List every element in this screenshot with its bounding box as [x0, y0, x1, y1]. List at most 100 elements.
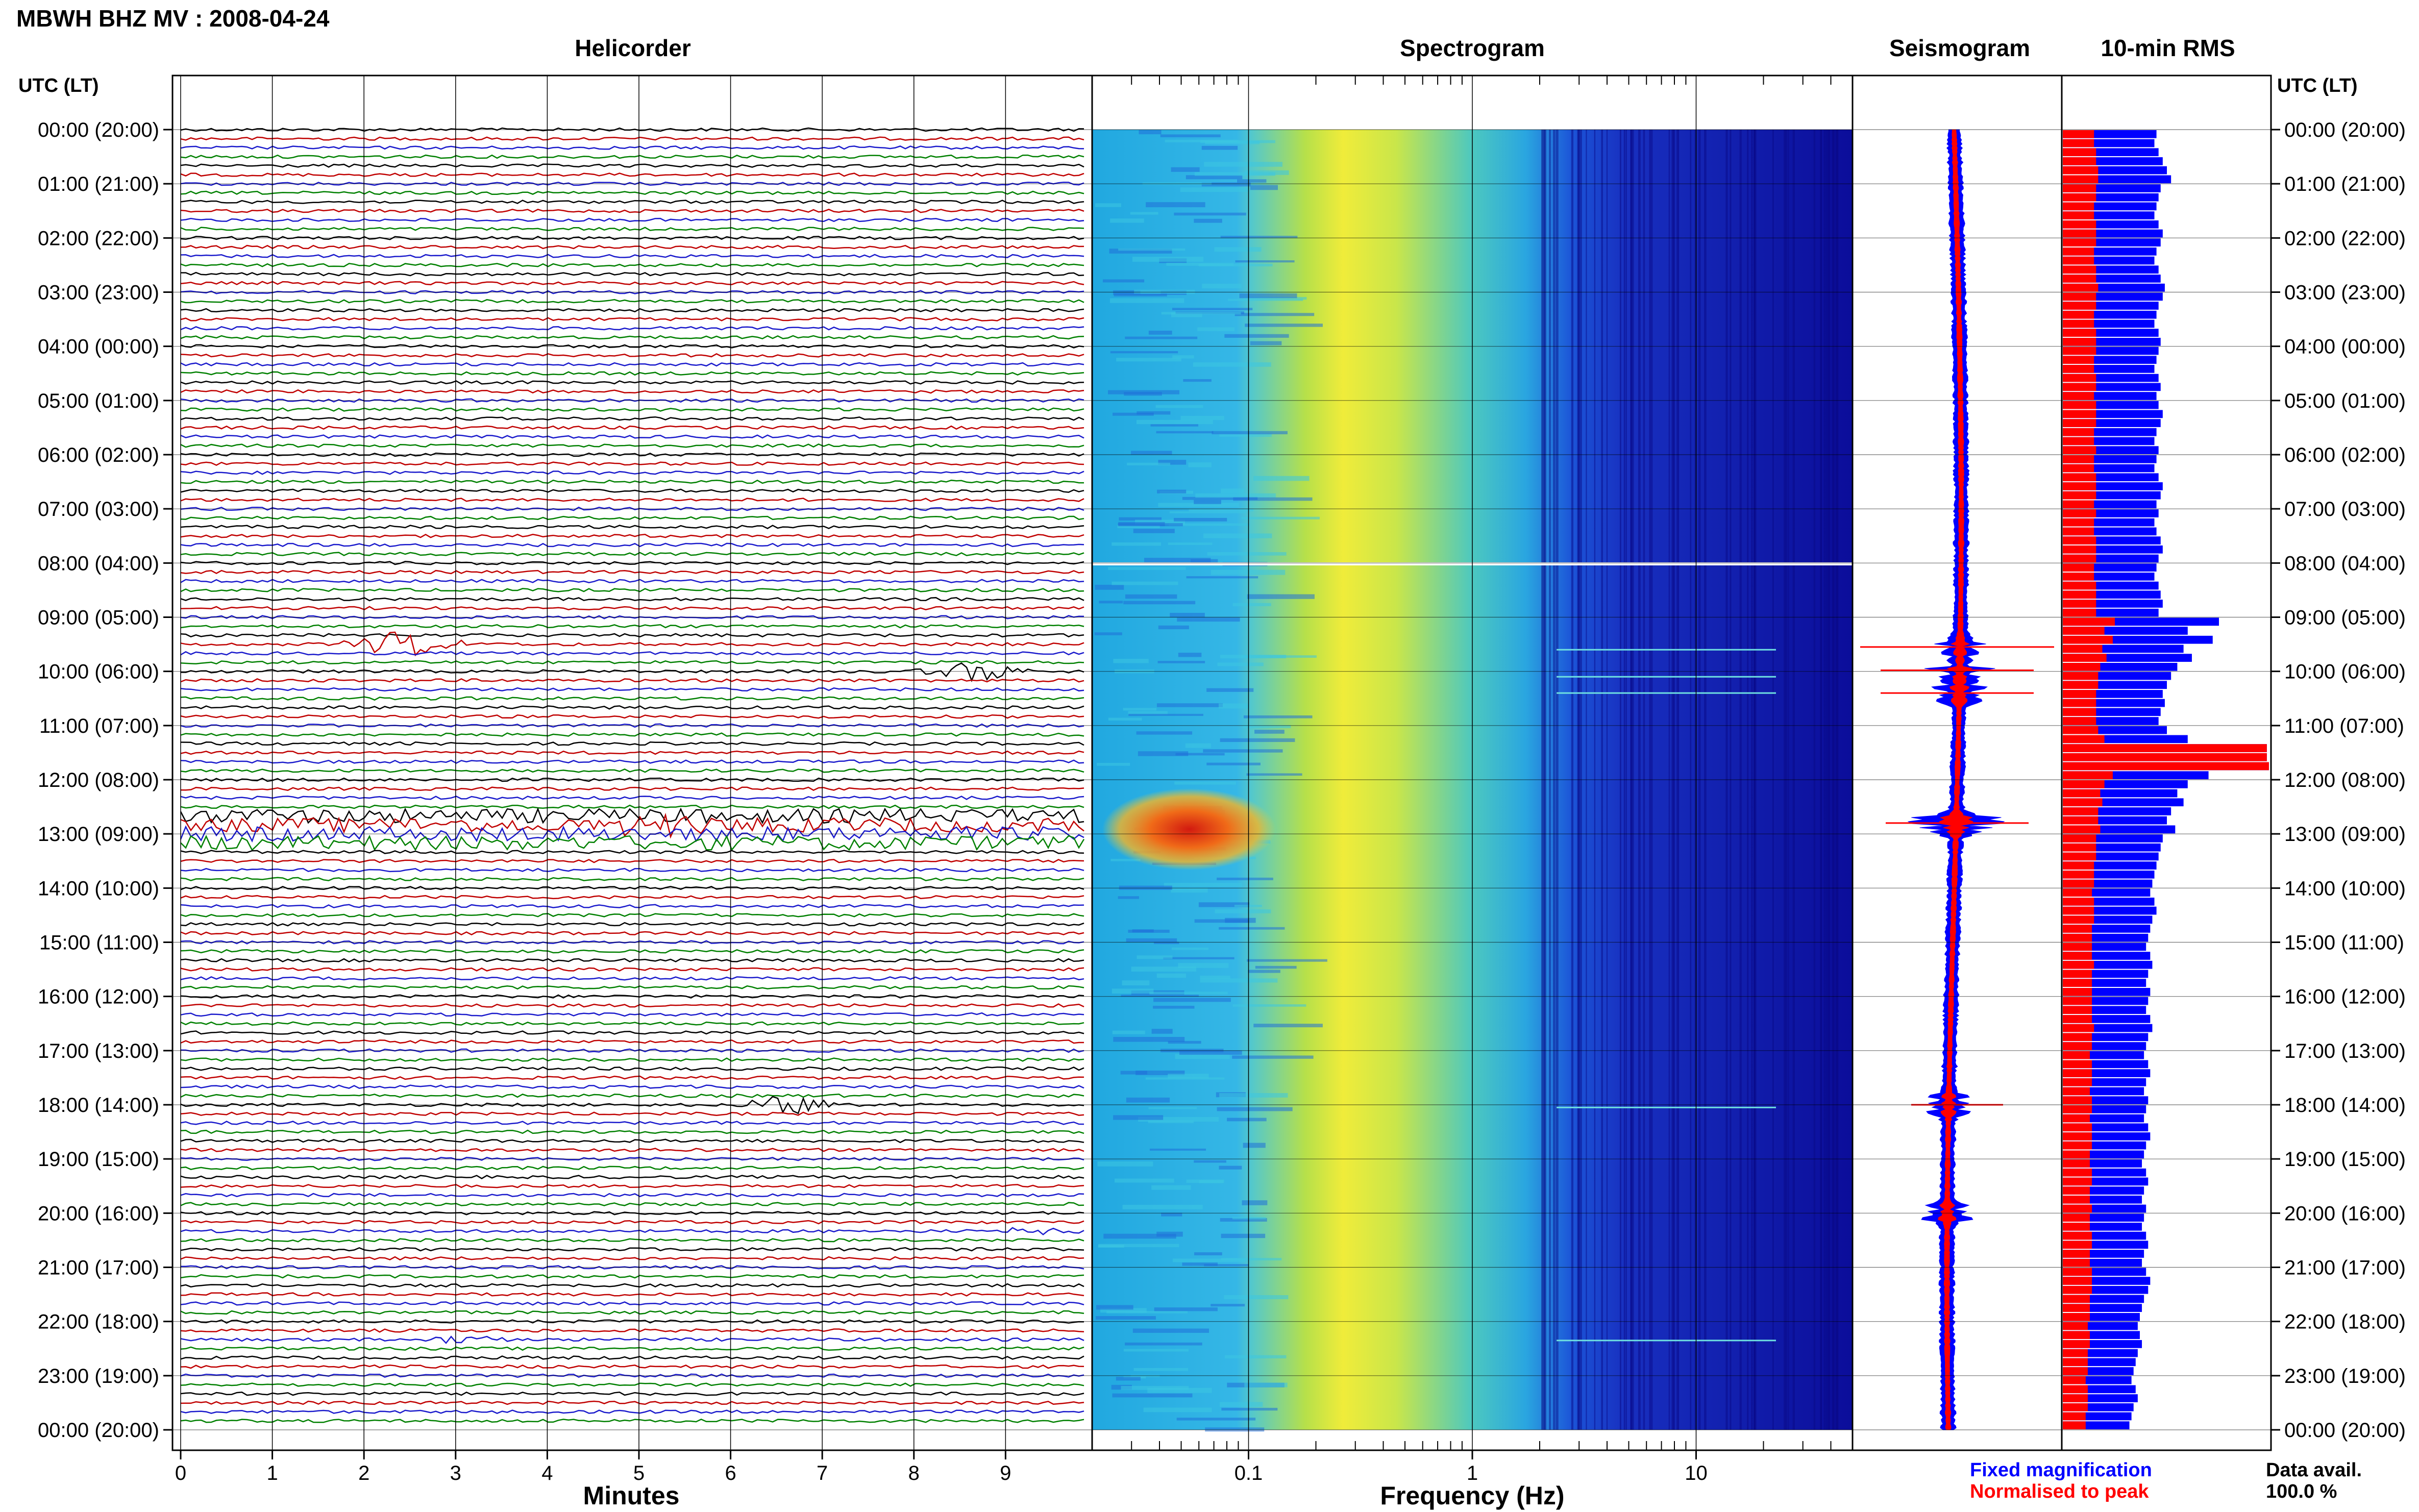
helicorder-trace: [180, 967, 1084, 972]
rms-bar: [2063, 997, 2092, 1005]
left-time-tick-label: 03:00 (23:00): [38, 282, 159, 304]
spectrogram-streak: [1096, 1305, 1133, 1310]
left-time-tick-label: 01:00 (21:00): [38, 173, 159, 195]
rms-bar: [2063, 933, 2092, 942]
rms-bar: [2063, 392, 2094, 400]
spectrogram-streak: [1194, 500, 1221, 504]
spectrogram-x-tick-label: 10: [1685, 1462, 1708, 1484]
helicorder-x-tick-label: 3: [450, 1462, 461, 1484]
rms-bar: [2063, 319, 2094, 328]
rms-bar: [2063, 635, 2113, 644]
rms-bar: [2063, 1015, 2092, 1023]
right-time-tick-label: 02:00 (22:00): [2284, 227, 2406, 250]
rms-bar: [2063, 202, 2094, 211]
left-time-tick-label: 10:00 (06:00): [38, 661, 159, 683]
spectrogram-streak: [1172, 308, 1253, 310]
left-time-tick-label: 17:00 (13:00): [38, 1040, 159, 1062]
helicorder-trace: [180, 1301, 1084, 1306]
rms-bar: [2063, 1340, 2090, 1348]
helicorder-trace: [180, 1148, 1084, 1152]
helicorder-trace: [180, 1138, 1084, 1144]
spectrogram-streak: [1189, 508, 1254, 511]
rms-bar: [2063, 283, 2099, 292]
helicorder-trace: [180, 1193, 1084, 1198]
spectrogram-streak: [1163, 957, 1235, 959]
spectrogram-streak: [1168, 1040, 1201, 1044]
rms-bar: [2063, 1159, 2090, 1168]
spectrogram-streak: [1120, 1071, 1147, 1075]
right-time-tick-label: 19:00 (15:00): [2284, 1148, 2406, 1171]
spectrogram-streak: [1137, 411, 1171, 415]
helicorder-trace: [180, 154, 1084, 159]
rms-bar: [2063, 798, 2103, 807]
rms-bar: [2063, 979, 2092, 987]
helicorder-trace: [180, 1292, 1084, 1297]
helicorder-trace: [180, 380, 1084, 385]
spectrogram-streak: [1108, 717, 1142, 721]
spectrogram-streak: [1232, 1055, 1314, 1059]
helicorder-trace: [180, 812, 1084, 839]
spectrogram-streak: [1221, 1258, 1282, 1260]
spectrogram-streak: [1248, 970, 1280, 973]
spectrogram-streak: [1247, 594, 1315, 599]
spectrogram-streak: [1133, 1368, 1188, 1371]
helicorder-trace: [180, 1247, 1084, 1252]
left-time-tick-label: 04:00 (00:00): [38, 336, 159, 358]
rms-bar: [2063, 554, 2096, 563]
helicorder-trace: [180, 1256, 1084, 1261]
spectrogram-streak: [1144, 558, 1211, 563]
helicorder-trace: [180, 533, 1084, 538]
spectrogram-x-tick-label: 0.1: [1235, 1462, 1263, 1484]
spectrogram-streak: [1136, 731, 1193, 735]
spectrogram-streak: [1178, 963, 1229, 968]
right-time-tick-label: 09:00 (05:00): [2284, 607, 2406, 629]
spectrogram-streak: [1146, 202, 1205, 208]
spectrogram-streak: [1161, 1212, 1182, 1217]
rms-bar: [2063, 1394, 2088, 1402]
rms-bar: [2063, 292, 2096, 301]
left-time-tick-label: 18:00 (14:00): [38, 1094, 159, 1117]
rms-bar: [2063, 1186, 2090, 1195]
rms-bar: [2063, 473, 2096, 482]
rms-bar: [2063, 1213, 2090, 1222]
spectrogram-streak: [1232, 603, 1271, 606]
spectrogram-streak: [1116, 358, 1181, 362]
helicorder-trace: [180, 1400, 1084, 1405]
spectrogram-streak: [1156, 973, 1186, 978]
left-time-ticks: 00:00 (20:00) 01:00 (21:00) 02:00 (22:00) 0…: [38, 119, 172, 1442]
left-axis-label: UTC (LT): [18, 75, 99, 96]
right-time-tick-label: 05:00 (01:00): [2284, 390, 2406, 412]
helicorder-trace: [180, 1075, 1084, 1080]
helicorder-trace: [180, 254, 1084, 258]
rms-bar: [2063, 211, 2094, 219]
rms-bar: [2063, 139, 2094, 147]
spectrogram-streak: [1114, 293, 1167, 296]
rms-bar: [2063, 987, 2092, 996]
helicorder-trace: [180, 723, 1084, 728]
helicorder-trace: [180, 1030, 1084, 1035]
spectrogram-streak: [1253, 1024, 1323, 1028]
helicorder-x-tick-label: 1: [266, 1462, 278, 1484]
helicorder-x-ticks: 0 1 2 3 4 5 6 7 8 9: [175, 1450, 1011, 1484]
spectrogram-streak: [1227, 299, 1303, 301]
helicorder-trace: [180, 443, 1084, 448]
spectrogram-streak: [1126, 938, 1177, 943]
spectrogram-streak: [1137, 955, 1173, 959]
spectrogram-streak: [1121, 1385, 1189, 1390]
rms-bar: [2063, 527, 2094, 536]
helicorder-trace: [180, 416, 1084, 421]
rms-bar: [2063, 1349, 2088, 1357]
spectrogram-streak: [1245, 324, 1323, 327]
helicorder-trace: [180, 1335, 1084, 1344]
spectrogram-streak: [1125, 594, 1177, 599]
spectrogram-streak: [1243, 715, 1313, 718]
rms-bar: [2063, 1132, 2092, 1141]
rms-bar: [2063, 654, 2107, 662]
helicorder-trace: [180, 904, 1084, 908]
helicorder-trace: [180, 895, 1084, 900]
spectrogram-streak: [1112, 581, 1178, 585]
rms-bar: [2063, 645, 2103, 653]
helicorder-trace: [180, 579, 1084, 584]
spectrogram-streak: [1112, 1030, 1145, 1034]
helicorder-trace: [180, 515, 1084, 520]
